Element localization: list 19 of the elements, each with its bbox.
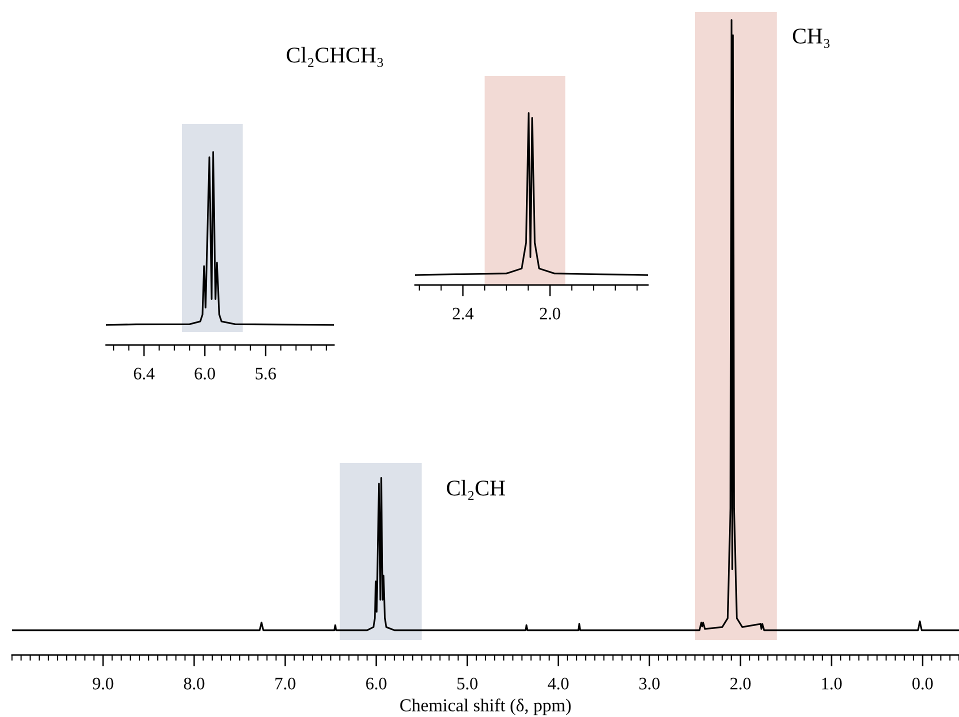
x-tick-label: 7.0 <box>275 678 296 690</box>
text: Cl₂CHCH₃ <box>286 46 383 67</box>
x-tick-label: 2.0 <box>730 678 751 690</box>
x-tick-label: 9.0 <box>92 678 114 690</box>
x-tick-label: 6.4 <box>134 368 155 380</box>
x-tick-label: 2.4 <box>452 308 474 320</box>
x-tick-label: 3.0 <box>639 678 660 690</box>
x-tick-label: 6.0 <box>194 368 215 380</box>
x-tick-label: 4.0 <box>548 678 569 690</box>
x-tick-label: 6.0 <box>366 678 386 690</box>
annotation: Cl₂CH <box>446 480 505 500</box>
annotation: CH₃ <box>792 28 830 48</box>
x-tick-label: 5.0 <box>457 678 478 690</box>
x-axis-title: Chemical shift (δ, ppm) <box>400 698 571 716</box>
x-tick-label: 1.0 <box>822 678 842 690</box>
x-tick-label: 8.0 <box>184 678 204 690</box>
x-tick-label: 0.0 <box>912 678 933 690</box>
x-tick-label: 2.0 <box>540 308 560 320</box>
x-tick-label: 5.6 <box>256 368 276 380</box>
